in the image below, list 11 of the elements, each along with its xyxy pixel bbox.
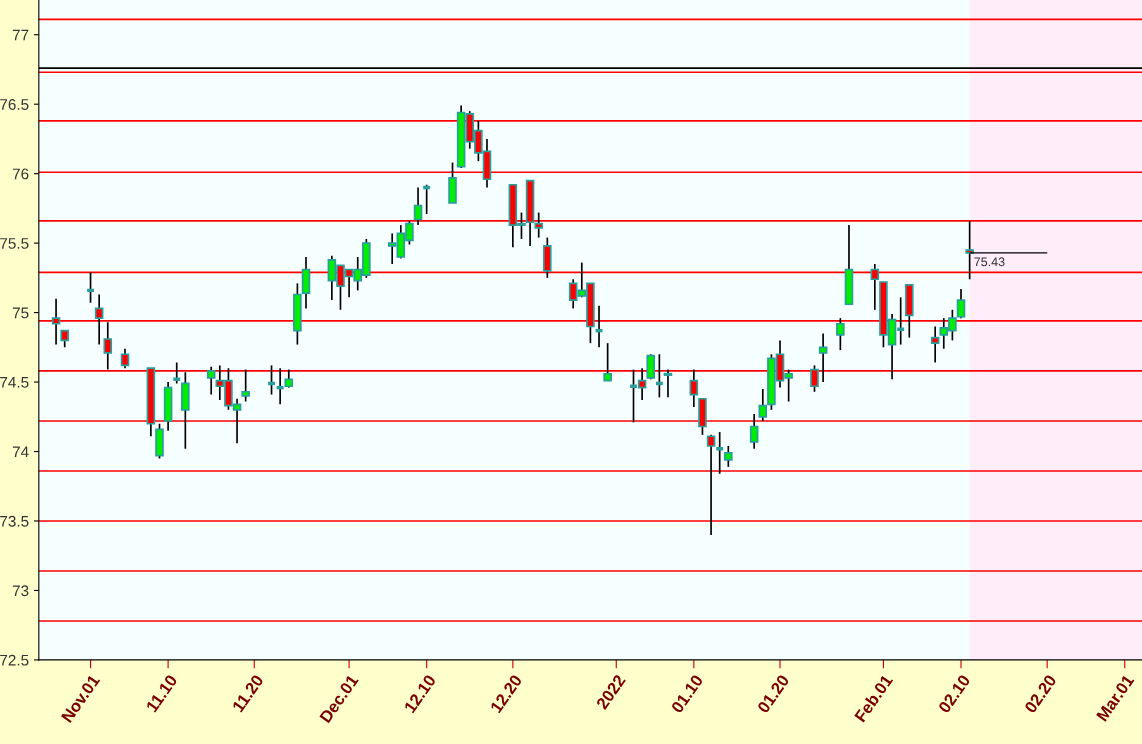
y-tick-label: 74.5 [0, 377, 29, 388]
y-tick-label: 76 [12, 168, 29, 180]
y-tick-label: 74 [12, 446, 29, 458]
y-tick-label: 73.5 [0, 515, 29, 527]
y-tick-label: 75 [12, 307, 29, 319]
y-tick-label: 75.5 [0, 238, 29, 249]
y-tick-label: 76.5 [0, 99, 29, 110]
y-tick-label: 73 [12, 585, 29, 597]
annotation: 75.43 [974, 257, 1005, 267]
y-tick-label: 72.5 [0, 654, 29, 666]
y-tick-label: 77 [12, 29, 29, 41]
